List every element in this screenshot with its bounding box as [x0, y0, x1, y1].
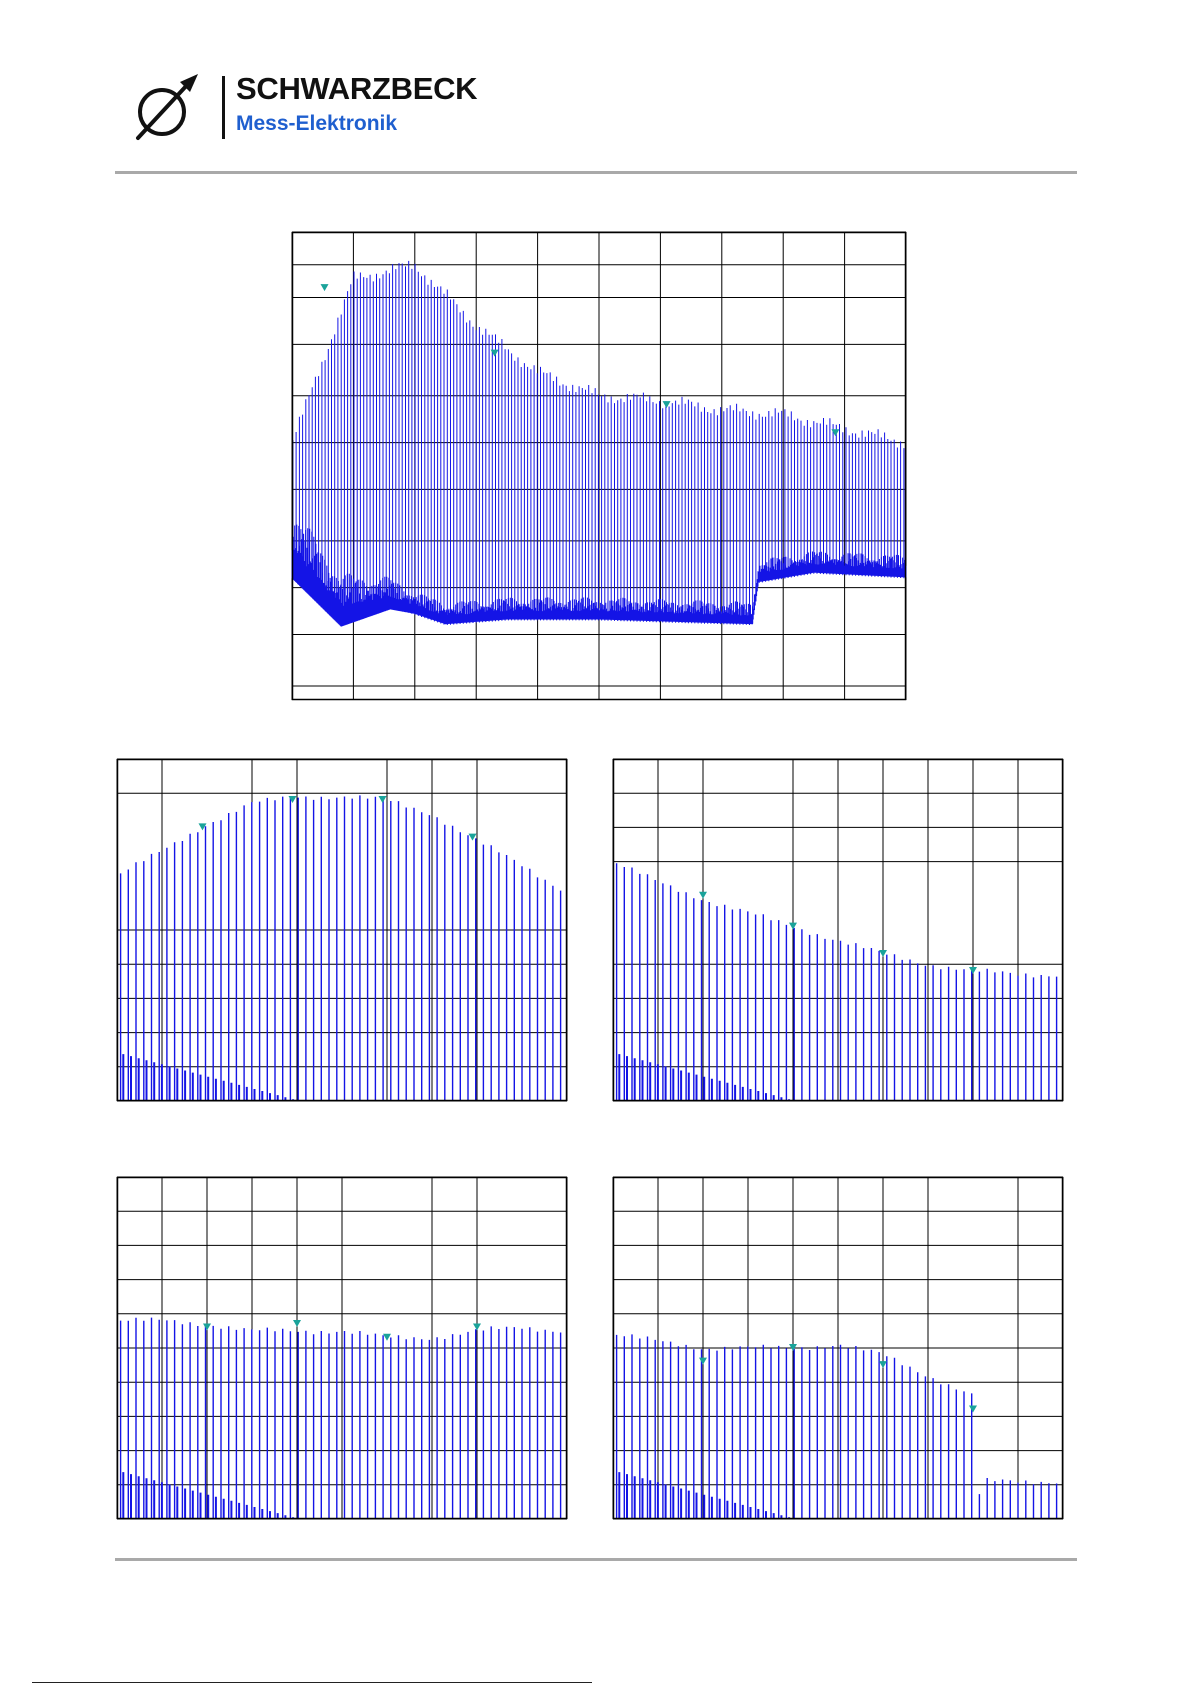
low-level-trace	[122, 1054, 295, 1101]
footer-line	[32, 1682, 592, 1683]
peak-marker	[288, 796, 297, 804]
low-level-trace	[618, 1054, 791, 1101]
plot-frame	[612, 1176, 1064, 1520]
peak-marker	[969, 1405, 977, 1413]
plot-frame	[612, 758, 1064, 1102]
peak-marker	[473, 1323, 481, 1331]
footer-rule	[115, 1558, 1077, 1561]
spectrum-chart-panel-4	[612, 1176, 1064, 1520]
peak-marker	[699, 891, 707, 899]
peak-marker	[699, 1357, 707, 1365]
peak-marker	[789, 922, 797, 930]
header-rule	[115, 171, 1077, 174]
spectrum-chart-panel-1	[116, 758, 568, 1102]
peak-marker	[490, 349, 499, 357]
peak-marker	[879, 949, 887, 957]
spectrum-chart-main	[291, 231, 907, 701]
plot-frame	[291, 231, 907, 701]
peak-marker	[662, 401, 671, 409]
peak-marker	[831, 429, 840, 437]
harmonic-peaks-trace	[615, 863, 1058, 1101]
spectrum-chart-panel-3	[116, 1176, 568, 1520]
peak-marker	[203, 1323, 211, 1331]
peak-marker	[293, 1320, 301, 1328]
peak-marker	[378, 796, 387, 804]
plot-frame	[116, 1176, 568, 1520]
spectrum-chart-panel-2	[612, 758, 1064, 1102]
low-level-trace	[618, 1472, 791, 1519]
peak-marker	[320, 284, 329, 292]
peak-marker	[383, 1333, 391, 1341]
brand-name: SCHWARZBECK	[236, 71, 478, 106]
peak-marker	[879, 1361, 887, 1369]
diameter-arrow-icon	[136, 74, 198, 140]
peak-marker	[468, 833, 477, 841]
peak-marker	[789, 1344, 797, 1351]
peak-marker	[198, 823, 207, 831]
harmonic-peaks-trace	[119, 1317, 562, 1519]
harmonic-peaks-trace	[615, 1334, 1058, 1519]
brand-subtitle: Mess-Elektronik	[236, 112, 398, 135]
peak-marker	[969, 967, 977, 975]
plot-frame	[116, 758, 568, 1102]
low-level-trace	[122, 1472, 295, 1519]
logo-divider	[222, 76, 225, 139]
harmonic-peaks-trace	[119, 795, 562, 1101]
